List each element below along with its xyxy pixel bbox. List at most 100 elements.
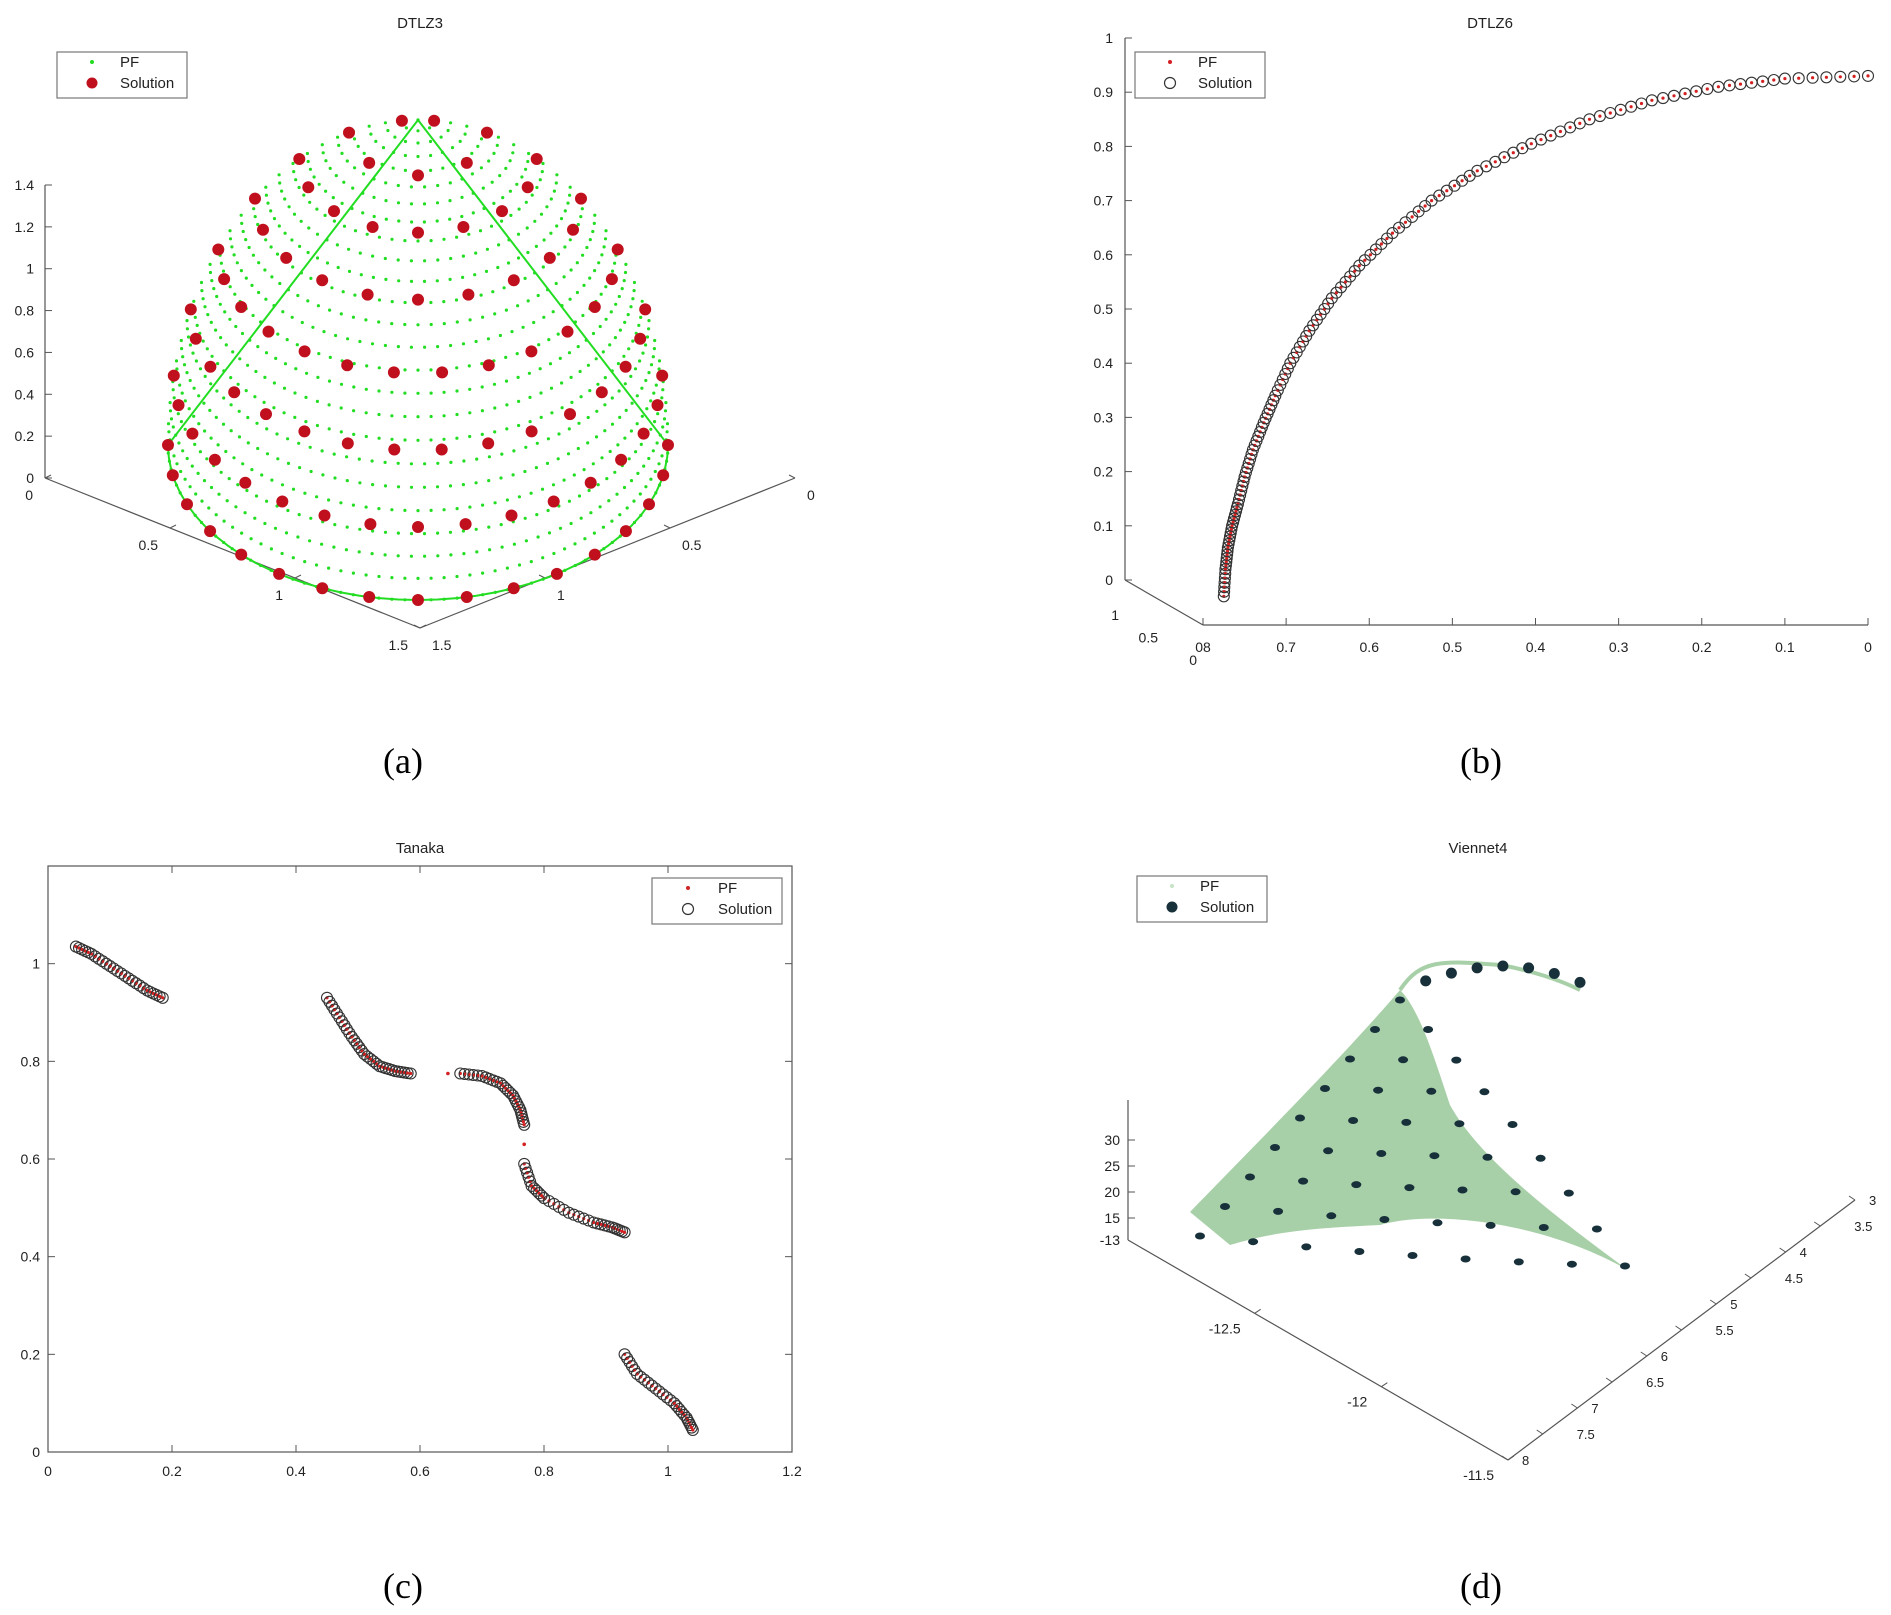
panel-a-pf-point	[315, 232, 320, 236]
panel-a-pf-point	[474, 339, 478, 344]
panel-a-pf-point	[609, 310, 613, 314]
panel-a-solution-point	[298, 425, 311, 438]
panel-a-pf-point	[586, 415, 590, 420]
panel-a-pf-point	[461, 254, 465, 258]
panel-a-solution-point	[457, 221, 470, 233]
panel-a-pf-point	[471, 191, 475, 195]
panel-a-pf-point	[193, 315, 197, 319]
panel-a-pf-point	[186, 335, 191, 339]
panel-b-pf-point	[1229, 527, 1233, 532]
panel-a-solution-point	[595, 386, 608, 399]
panel-a-pf-point	[530, 193, 534, 197]
panel-d-y-tick-label: 3.5	[1854, 1219, 1872, 1234]
panel-a-pf-point	[342, 224, 347, 228]
panel-a-pf-point	[610, 422, 615, 426]
panel-a-pf-point	[336, 265, 340, 270]
panel-a-pf-point	[250, 468, 254, 472]
panel-b-pf-point	[1225, 553, 1229, 557]
panel-a-pf-point	[429, 438, 433, 442]
panel-a-z-tick-label: 1.2	[15, 219, 35, 235]
panel-a-pf-point	[306, 159, 310, 164]
panel-a-pf-point	[587, 488, 591, 493]
panel-a-pf-point	[336, 135, 340, 139]
panel-a-pf-point	[603, 237, 608, 241]
panel-a-pf-point	[635, 422, 639, 426]
panel-a-pf-point	[524, 539, 529, 543]
panel-a-pf-point	[259, 542, 263, 546]
panel-a-pf-point	[608, 449, 612, 454]
panel-a-pf-point	[316, 304, 320, 308]
panel-a-pf-point	[442, 237, 446, 241]
panel-a-pf-point	[180, 391, 184, 395]
panel-c-y-tick-label: 0.8	[21, 1053, 41, 1069]
panel-a-pf-point	[442, 322, 446, 326]
panel-a-solution-point	[525, 425, 538, 438]
panel-c-solution-point	[530, 1184, 543, 1197]
panel-c-solution-point	[645, 1379, 658, 1392]
panel-c-x-tick-label: 1.2	[782, 1463, 802, 1479]
panel-a-pf-point	[371, 529, 375, 533]
panel-a-x-tick	[44, 474, 52, 479]
panel-a-pf-point	[455, 389, 459, 393]
panel-a-pf-point	[244, 276, 248, 280]
panel-a-solution-point	[567, 223, 579, 236]
panel-a-pf-point	[435, 279, 439, 283]
panel-a-solution-point	[550, 567, 563, 580]
panel-c-solution-point	[404, 1067, 417, 1080]
panel-a-pf-point	[183, 399, 187, 403]
panel-a-pf-point	[429, 322, 433, 327]
panel-d-solution-point	[1485, 1221, 1496, 1229]
panel-b-pf-point	[1430, 199, 1434, 203]
panel-a-pf-point	[523, 469, 527, 474]
panel-a-pf-point	[403, 168, 407, 172]
panel-a-pf-point	[439, 135, 443, 139]
panel-a-pf-point	[334, 174, 338, 178]
panel-a-solution-point	[184, 303, 197, 316]
panel-a-solution-point	[543, 251, 556, 264]
panel-a-pf-point	[613, 336, 618, 340]
panel-c-y-tick-label: 0.4	[21, 1249, 41, 1265]
panel-a-pf-point	[275, 252, 280, 256]
panel-a-pf-point	[396, 554, 400, 558]
panel-b-pf-point	[1227, 542, 1231, 546]
panel-a-pf-point	[202, 479, 207, 483]
panel-a-pf-point	[489, 224, 494, 228]
panel-a-pf-point	[409, 185, 413, 189]
panel-a-pf-point	[342, 180, 346, 184]
panel-b-x-tick-label: 0.5	[1443, 639, 1463, 655]
panel-a-pf-point	[603, 403, 607, 407]
panel-a-pf-point	[214, 328, 218, 332]
panel-a-pf-point	[556, 332, 560, 336]
panel-a-pf-point	[547, 338, 551, 342]
panel-c-solution-point	[642, 1376, 655, 1389]
panel-a-z-tick-label: 0.6	[15, 344, 35, 360]
panel-a-pf-point	[487, 159, 491, 163]
panel-a-pf-point	[229, 403, 233, 407]
panel-a-pf-point	[410, 220, 414, 224]
panel-c-legend: PF Solution	[651, 877, 783, 925]
panel-b-solution-point	[1806, 71, 1819, 84]
panel-a-pf-point	[209, 382, 213, 386]
panel-a-pf-point	[624, 408, 628, 412]
panel-a-pf-point	[396, 183, 400, 188]
panel-c-solution-point	[686, 1423, 699, 1437]
panel-a-pf-point	[340, 201, 344, 205]
panel-a-pf-point	[253, 215, 257, 219]
panel-a-pf-point	[228, 317, 232, 321]
panel-d-y-tick	[1814, 1221, 1821, 1227]
panel-a-pf-point	[566, 452, 571, 456]
panel-a-pf-point	[396, 461, 400, 465]
panel-a-solution-point	[189, 332, 202, 345]
panel-b-solution-point	[1679, 87, 1692, 100]
panel-a-pf-point	[467, 364, 471, 368]
panel-a-pf-point	[479, 293, 483, 297]
panel-a-pf-point	[297, 185, 301, 190]
panel-a-pf-point	[442, 300, 446, 304]
panel-a-pf-point	[222, 396, 226, 400]
panel-a-pf-point	[364, 387, 368, 391]
panel-a-pf-point	[601, 525, 606, 529]
panel-a-z-tick-label: 1.4	[15, 177, 35, 193]
panel-b-x-tick-label: 0	[1864, 639, 1872, 655]
panel-a-pf-point	[255, 421, 259, 425]
panel-a-solution-point	[167, 369, 180, 382]
